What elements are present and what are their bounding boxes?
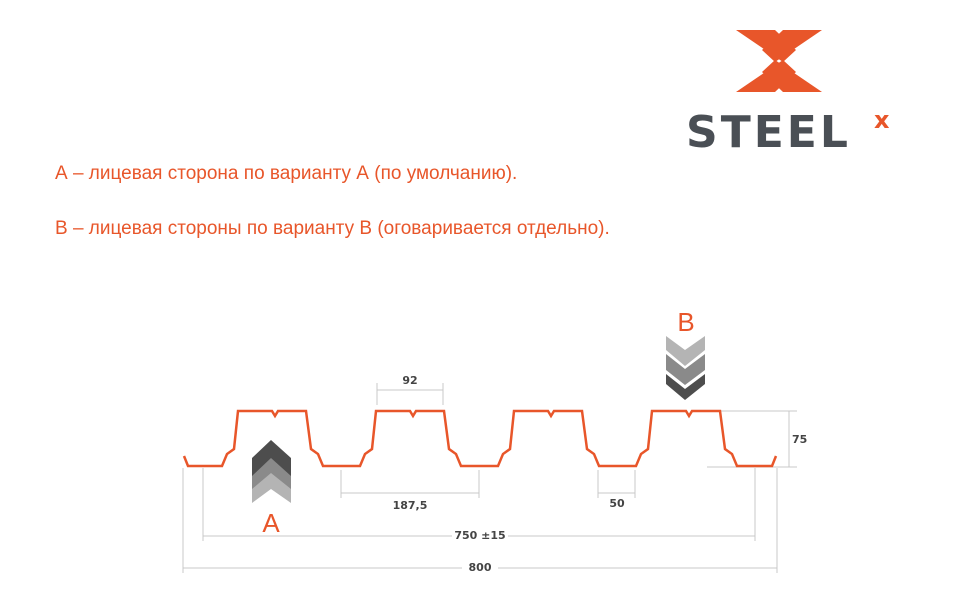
logo-x-mark: [736, 30, 822, 92]
description-side-b: В – лицевая стороны по варианту В (огова…: [55, 218, 610, 239]
sheet-profile: [182, 409, 778, 468]
logo-superscript: x: [874, 106, 890, 134]
side-a-label: А: [262, 508, 280, 538]
side-a-arrows-icon: [252, 440, 291, 503]
dim-pitch: 187,5: [393, 499, 428, 512]
dim-useful-width: 750 ±15: [454, 529, 505, 542]
logo-text: STEEL: [686, 107, 851, 158]
dim-rib-top: 92: [402, 374, 417, 387]
description-side-a: А – лицевая сторона по варианту А (по ум…: [55, 163, 518, 184]
dim-height: 75: [792, 433, 807, 446]
dim-valley: 50: [609, 497, 625, 510]
dim-total-width: 800: [469, 561, 492, 574]
steelx-logo: STEEL x: [686, 30, 890, 158]
side-b-label: В: [677, 307, 694, 337]
side-b-arrows-icon: [666, 336, 705, 400]
